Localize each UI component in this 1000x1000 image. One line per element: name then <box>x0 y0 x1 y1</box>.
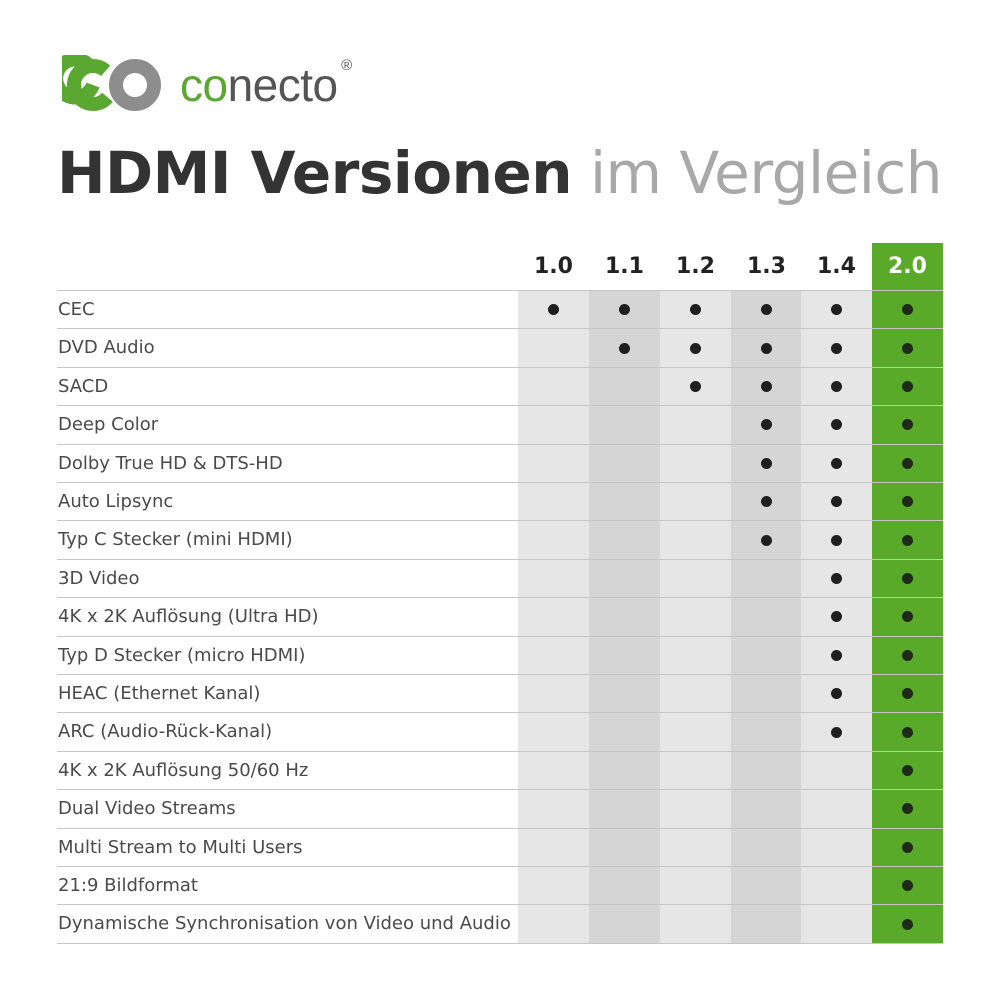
feature-label: 21:9 Bildformat <box>58 874 198 896</box>
supported-dot-1.4 <box>831 304 842 316</box>
version-header-1.1: 1.1 <box>605 253 644 279</box>
supported-dot-1.4 <box>831 457 842 469</box>
column-background-1.2 <box>660 290 731 943</box>
feature-label: Typ C Stecker (mini HDMI) <box>58 528 293 550</box>
supported-dot-2.0 <box>902 496 913 508</box>
supported-dot-2.0 <box>902 918 913 930</box>
supported-dot-2.0 <box>902 841 913 853</box>
feature-label: 4K x 2K Auflösung 50/60 Hz <box>58 759 309 781</box>
feature-label: CEC <box>58 298 95 320</box>
supported-dot-1.4 <box>831 496 842 508</box>
row-divider <box>57 904 943 905</box>
row-divider <box>57 636 943 637</box>
feature-label: 4K x 2K Auflösung (Ultra HD) <box>58 605 319 627</box>
feature-label: Dolby True HD & DTS-HD <box>58 452 283 474</box>
row-divider <box>57 866 943 867</box>
row-divider <box>57 405 943 406</box>
feature-label: Dynamische Synchronisation von Video und… <box>58 912 511 934</box>
row-divider <box>57 828 943 829</box>
row-divider <box>57 943 943 944</box>
supported-dot-2.0 <box>902 726 913 738</box>
row-divider <box>57 712 943 713</box>
supported-dot-1.0 <box>548 304 559 316</box>
row-divider <box>57 290 943 291</box>
supported-dot-2.0 <box>902 457 913 469</box>
page-title: HDMI Versionen im Vergleich <box>57 138 943 208</box>
supported-dot-1.3 <box>761 534 772 546</box>
supported-dot-1.4 <box>831 611 842 623</box>
supported-dot-1.4 <box>831 381 842 392</box>
row-divider <box>57 520 943 521</box>
supported-dot-1.4 <box>831 649 842 661</box>
row-divider <box>57 482 943 483</box>
feature-label: Multi Stream to Multi Users <box>58 836 303 858</box>
row-divider <box>57 751 943 752</box>
title-bold: HDMI Versionen <box>57 139 573 207</box>
feature-label: Typ D Stecker (micro HDMI) <box>58 644 306 666</box>
supported-dot-1.4 <box>831 573 842 584</box>
supported-dot-2.0 <box>902 765 913 776</box>
row-divider <box>57 674 943 675</box>
feature-label: Dual Video Streams <box>58 797 236 819</box>
supported-dot-1.1 <box>619 342 630 354</box>
supported-dot-2.0 <box>902 304 913 316</box>
row-divider <box>57 559 943 560</box>
supported-dot-2.0 <box>902 688 913 700</box>
supported-dot-2.0 <box>902 803 913 815</box>
row-divider <box>57 597 943 598</box>
supported-dot-1.2 <box>690 342 701 354</box>
version-header-1.4: 1.4 <box>817 253 856 279</box>
brand-name: conecto ® <box>180 57 352 111</box>
column-background-1.1 <box>589 290 660 943</box>
column-background-1.0 <box>518 290 589 943</box>
supported-dot-1.4 <box>831 342 842 354</box>
feature-label: DVD Audio <box>58 336 155 358</box>
feature-label: SACD <box>58 375 109 397</box>
column-highlight-2.0 <box>872 243 943 943</box>
feature-label: ARC (Audio-Rück-Kanal) <box>58 720 273 742</box>
supported-dot-2.0 <box>902 611 913 623</box>
infinity-logo-icon <box>62 55 161 111</box>
supported-dot-1.3 <box>761 304 772 316</box>
feature-label: HEAC (Ethernet Kanal) <box>58 682 261 704</box>
version-header-1.0: 1.0 <box>534 253 573 279</box>
supported-dot-2.0 <box>902 381 913 392</box>
version-header-2.0: 2.0 <box>888 253 927 279</box>
supported-dot-1.4 <box>831 688 842 700</box>
column-background-1.3 <box>731 290 802 943</box>
supported-dot-1.3 <box>761 381 772 392</box>
supported-dot-2.0 <box>902 534 913 546</box>
feature-label: Deep Color <box>58 413 159 435</box>
row-divider <box>57 444 943 445</box>
supported-dot-1.4 <box>831 419 842 431</box>
supported-dot-2.0 <box>902 419 913 431</box>
supported-dot-2.0 <box>902 880 913 892</box>
supported-dot-1.2 <box>690 304 701 316</box>
row-divider <box>57 328 943 329</box>
feature-label: 3D Video <box>58 567 140 589</box>
version-header-1.3: 1.3 <box>747 253 786 279</box>
supported-dot-1.4 <box>831 534 842 546</box>
supported-dot-1.2 <box>690 381 701 392</box>
supported-dot-2.0 <box>902 342 913 354</box>
row-divider <box>57 367 943 368</box>
supported-dot-1.3 <box>761 457 772 469</box>
title-light: im Vergleich <box>589 139 943 207</box>
supported-dot-2.0 <box>902 649 913 661</box>
version-header-1.2: 1.2 <box>676 253 715 279</box>
row-divider <box>57 789 943 790</box>
supported-dot-1.4 <box>831 726 842 738</box>
brand-logo: conecto ® <box>62 55 352 115</box>
supported-dot-1.3 <box>761 496 772 508</box>
supported-dot-2.0 <box>902 573 913 584</box>
supported-dot-1.1 <box>619 304 630 316</box>
supported-dot-1.3 <box>761 419 772 431</box>
feature-label: Auto Lipsync <box>58 490 174 512</box>
supported-dot-1.3 <box>761 342 772 354</box>
